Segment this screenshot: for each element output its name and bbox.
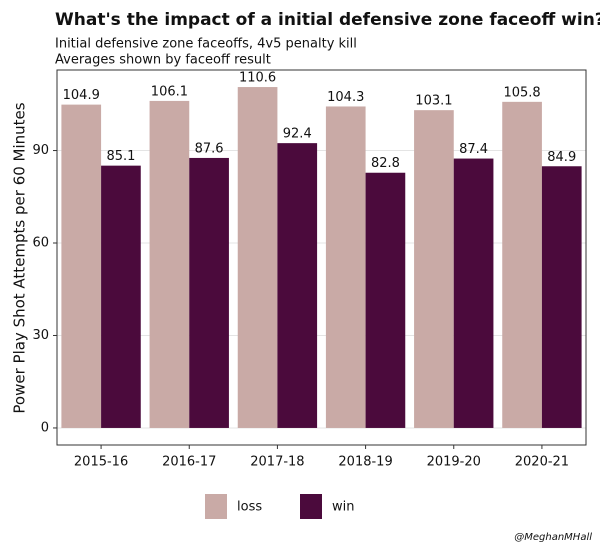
plot-border <box>56 69 587 446</box>
legend-swatch <box>300 494 322 519</box>
value-label: 104.9 <box>63 88 100 103</box>
bar <box>414 110 454 428</box>
y-tick-label: 30 <box>32 328 49 343</box>
bar <box>61 104 102 428</box>
bar <box>277 143 318 428</box>
x-tick-label: 2017-18 <box>250 455 304 470</box>
subtitle: Averages shown by faceoff result <box>55 53 271 68</box>
value-label: 92.4 <box>283 127 312 142</box>
x-tick-label: 2018-19 <box>338 455 392 470</box>
chart-title: What's the impact of a initial defensive… <box>55 10 600 30</box>
value-label: 110.6 <box>239 71 276 86</box>
bar <box>325 106 366 428</box>
value-label: 87.6 <box>195 141 224 156</box>
legend-swatch <box>205 494 227 519</box>
value-label: 103.1 <box>415 94 452 109</box>
x-tick-label: 2016-17 <box>162 455 216 470</box>
legend-label: loss <box>237 500 262 515</box>
value-label: 104.3 <box>327 90 364 105</box>
bar <box>101 165 141 428</box>
x-tick-label: 2019-20 <box>427 455 481 470</box>
value-label: 85.1 <box>106 149 135 164</box>
caption: @MeghanMHall <box>514 532 592 543</box>
y-tick-label: 60 <box>32 236 49 251</box>
x-tick-label: 2015-16 <box>74 455 128 470</box>
value-label: 84.9 <box>547 150 576 165</box>
value-label: 106.1 <box>151 84 188 99</box>
bar <box>149 100 190 428</box>
value-label: 105.8 <box>503 85 540 100</box>
value-label: 87.4 <box>459 142 488 157</box>
value-label: 82.8 <box>371 156 400 171</box>
bar <box>541 166 582 428</box>
bar <box>237 87 278 428</box>
bar <box>453 158 494 428</box>
bar <box>365 172 406 428</box>
bar <box>502 101 542 428</box>
x-tick-label: 2020-21 <box>515 455 569 470</box>
bar <box>189 157 229 428</box>
legend-label: win <box>332 500 354 515</box>
y-tick-label: 0 <box>41 420 49 435</box>
subtitle: Initial defensive zone faceoffs, 4v5 pen… <box>55 37 357 52</box>
y-axis-title: Power Play Shot Attempts per 60 Minutes <box>11 102 29 413</box>
y-tick-label: 90 <box>32 143 49 158</box>
